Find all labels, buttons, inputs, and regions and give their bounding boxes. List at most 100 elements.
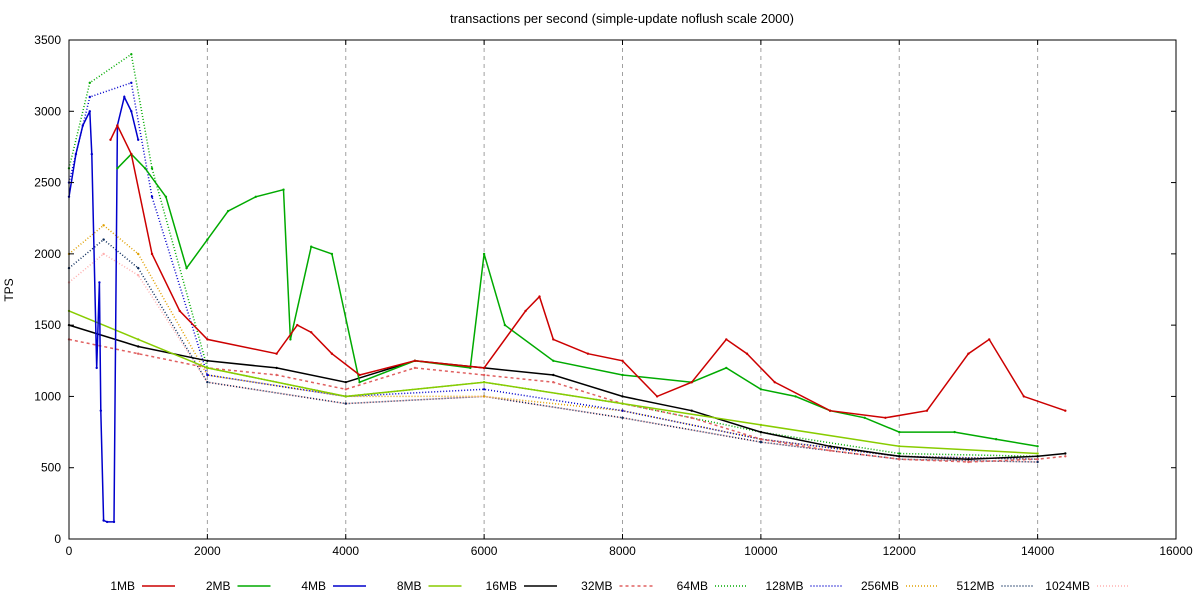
data-point-2mb [469,366,472,370]
data-point-2mb [621,373,624,377]
x-tick-label: 0 [66,544,73,558]
data-point-128mb [130,81,133,85]
data-point-1mb [413,359,417,362]
legend-label: 8MB [397,579,422,593]
x-tick-label: 12000 [883,544,917,558]
data-point-512mb [206,381,209,384]
data-point-2mb [794,395,797,398]
data-point-1mb [925,409,929,412]
data-point-4mb [112,520,116,524]
x-tick-label: 14000 [1021,544,1055,558]
data-point-1mb [358,373,361,377]
data-point-2mb [310,245,313,248]
x-tick-label: 8000 [609,544,636,558]
data-point-1mb [116,124,119,127]
data-point-64mb [88,81,92,85]
data-point-2mb [863,416,866,419]
data-point-32mb [690,416,693,419]
data-point-1mb [621,359,624,362]
y-tick-label: 500 [41,461,61,475]
data-point-16mb [621,395,624,398]
data-point-8mb [1036,452,1039,455]
data-point-8mb [482,381,486,384]
data-point-1mb [773,381,776,384]
legend-label: 128MB [765,579,803,593]
data-point-4mb [99,409,103,412]
y-tick-label: 2500 [34,176,61,190]
data-point-16mb [552,373,555,377]
data-point-16mb [275,366,278,370]
data-point-2mb [759,388,763,391]
data-point-2mb [206,238,209,241]
chart-title: transactions per second (simple-update n… [450,11,794,26]
legend-label: 64MB [677,579,708,593]
data-point-2mb [289,338,292,341]
data-point-8mb [898,445,901,448]
y-tick-label: 3500 [34,33,61,47]
legend-label: 4MB [301,579,326,593]
x-tick-label: 10000 [744,544,778,558]
data-point-1mb [828,409,832,412]
data-point-16mb [898,455,901,458]
data-point-32mb [828,449,832,452]
data-point-2mb [994,438,998,441]
legend-label: 256MB [861,579,899,593]
data-point-32mb [482,373,486,377]
data-point-4mb [81,124,85,127]
series-line-16mb [68,324,1066,460]
data-point-512mb [102,238,105,241]
data-point-4mb [105,520,109,524]
data-point-2mb [254,195,257,198]
data-point-4mb [98,281,101,284]
y-axis-label: TPS [2,278,16,301]
data-point-32mb [137,352,140,355]
data-point-32mb [967,460,970,464]
data-point-16mb [344,381,347,384]
data-point-1mb [586,352,590,355]
data-point-1mb [482,366,486,370]
plot-series [67,53,1067,524]
axis-ticks: 0 2000 4000 6000 8000 10000 12000 14000 16000 0 50… [34,33,1193,558]
data-point-256mb [482,395,486,398]
legend-label: 512MB [956,579,994,593]
data-point-2mb [552,359,555,362]
data-point-2mb [164,195,168,198]
data-point-8mb [206,366,209,370]
data-point-2mb [143,167,147,170]
data-point-1mb [884,416,887,419]
data-point-128mb [206,373,209,377]
data-point-16mb [1036,455,1039,458]
series-line-128mb [68,81,1038,460]
data-point-1mb [1022,395,1025,398]
data-point-1mb [178,309,181,313]
data-point-1mb [330,352,334,355]
legend-label: 32MB [581,579,612,593]
data-point-256mb [137,252,140,256]
series-line-256mb [68,224,1038,460]
data-point-1024mb [102,252,105,256]
data-point-1mb [206,338,209,341]
gridlines [206,40,1039,539]
legend-label: 1024MB [1045,579,1090,593]
data-point-2mb [898,430,901,434]
data-point-16mb [828,445,832,448]
data-point-1mb [1064,409,1067,412]
legend-label: 2MB [206,579,231,593]
data-point-256mb [102,224,105,227]
data-point-1mb [150,252,154,256]
y-tick-label: 0 [54,532,61,546]
data-point-32mb [759,438,763,441]
data-point-4mb [88,110,92,113]
data-point-512mb [137,266,140,270]
data-point-16mb [759,430,763,434]
data-point-2mb [282,188,285,191]
data-point-32mb [344,388,347,391]
data-point-1mb [130,152,133,156]
data-point-2mb [185,266,188,270]
data-point-1mb [538,295,541,298]
y-tick-label: 1500 [34,318,61,332]
data-point-16mb [967,458,970,461]
data-point-128mb [621,409,624,412]
data-point-4mb [90,152,94,156]
